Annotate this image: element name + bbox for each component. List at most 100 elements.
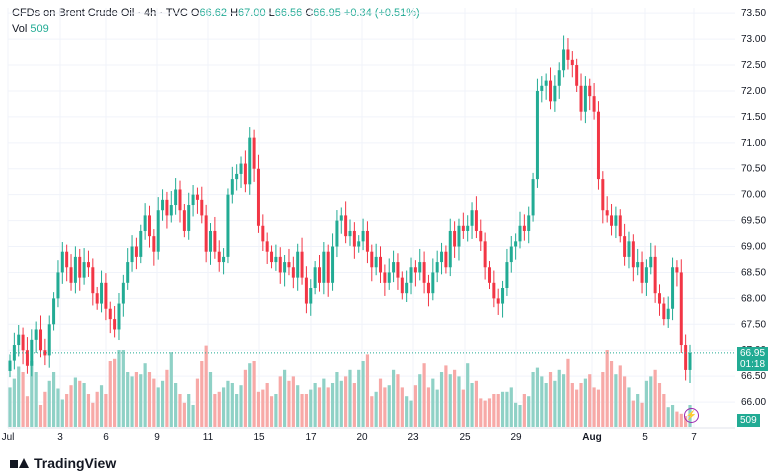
candle-body — [274, 256, 278, 263]
volume-bar — [487, 398, 492, 427]
volume-tag-value: 509 — [740, 415, 757, 426]
candle-body — [566, 49, 570, 60]
volume-bar — [675, 411, 679, 427]
volume-bar — [243, 369, 247, 427]
candle-body — [21, 334, 25, 351]
candle-body — [100, 282, 104, 304]
volume-bar — [496, 394, 500, 427]
volume-bar — [649, 376, 653, 427]
candle-body — [82, 262, 86, 278]
volume-bar — [291, 376, 295, 427]
volume-bar — [12, 378, 16, 427]
x-tick-label: Jul — [2, 432, 15, 443]
candle-body — [296, 251, 300, 278]
x-tick-label: 5 — [642, 432, 648, 443]
volume-bar — [326, 387, 330, 427]
candle-body — [344, 215, 348, 237]
volume-bar — [557, 369, 561, 427]
candle-body — [431, 272, 435, 294]
volume-bars — [8, 345, 692, 427]
volume-bar — [583, 378, 587, 427]
volume-bar — [535, 367, 540, 427]
volume-bar — [631, 400, 635, 427]
candle-body — [396, 262, 400, 278]
candle-body — [379, 256, 383, 273]
candle-body — [575, 65, 579, 86]
candle-body — [405, 282, 409, 294]
candle-body — [261, 225, 265, 242]
candle-body — [39, 329, 43, 351]
candle-body — [226, 194, 230, 257]
volume-bar — [322, 378, 326, 427]
volume-bar — [217, 391, 221, 427]
candle-body — [426, 282, 430, 294]
candle-body — [283, 262, 287, 273]
candle-body — [117, 303, 121, 330]
candle-body — [52, 298, 56, 325]
volume-bar — [561, 374, 566, 427]
volume-bar — [8, 387, 12, 427]
volume-bar — [400, 387, 404, 427]
candle-body — [444, 251, 448, 268]
volume-bar — [239, 385, 243, 427]
volume-bar — [413, 385, 417, 427]
volume-bar — [43, 391, 47, 427]
candle-body — [640, 262, 644, 283]
volume-bar — [509, 387, 513, 427]
candle-body — [688, 352, 692, 370]
candle-body — [248, 137, 252, 185]
volume-label[interactable]: Vol — [12, 23, 28, 35]
candle-body — [47, 324, 51, 356]
y-tick-label: 72.50 — [741, 60, 766, 71]
volume-bar — [623, 376, 627, 427]
candle-body — [453, 230, 457, 247]
volume-bar — [548, 372, 553, 427]
volume-bar — [409, 400, 413, 427]
candle-body — [657, 293, 661, 304]
tradingview-logo[interactable]: TradingView — [10, 455, 116, 471]
candle-body — [400, 277, 404, 294]
x-tick-label: 9 — [154, 432, 160, 443]
lightning-icon[interactable]: ⚡ — [684, 408, 699, 423]
candle-body — [570, 59, 574, 66]
candle-body — [518, 225, 522, 242]
candle-body — [291, 267, 295, 278]
volume-bar — [265, 383, 269, 427]
x-tick-label: 25 — [459, 432, 471, 443]
volume-bar — [99, 385, 104, 427]
candle-body — [217, 251, 221, 263]
volume-bar — [47, 380, 51, 427]
volume-bar — [25, 396, 30, 427]
candle-body — [60, 251, 64, 273]
volume-bar — [422, 363, 426, 427]
volume-legend: Vol 509 — [12, 22, 420, 36]
volume-bar — [274, 394, 278, 427]
candle-body — [579, 85, 583, 112]
volume-bar — [653, 369, 657, 427]
volume-bar — [553, 380, 557, 427]
volume-bar — [566, 358, 570, 427]
candle-body — [614, 215, 618, 226]
volume-bar — [605, 350, 609, 427]
volume-bar — [405, 396, 409, 427]
volume-bar — [261, 389, 265, 427]
volume-bar — [448, 374, 452, 427]
candles — [8, 35, 692, 384]
y-tick-label: 67.50 — [741, 319, 766, 330]
x-tick-label: 17 — [305, 432, 317, 443]
candle-body — [56, 272, 60, 299]
volume-bar — [252, 361, 256, 427]
volume-bar — [117, 350, 121, 427]
candle-body — [300, 251, 304, 278]
candle-body — [339, 215, 343, 221]
volume-bar — [21, 372, 25, 427]
candle-body — [95, 293, 99, 304]
candle-body — [270, 251, 274, 263]
volume-bar — [457, 376, 461, 427]
volume-bar — [330, 383, 335, 427]
candle-body — [553, 85, 557, 102]
candle-body — [91, 267, 95, 294]
volume-bar — [56, 388, 60, 427]
y-tick-label: 70.00 — [741, 190, 766, 201]
